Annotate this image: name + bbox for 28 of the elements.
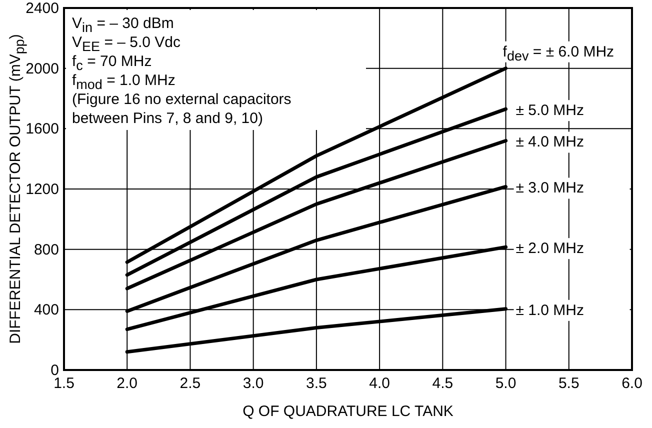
x-tick-label: 5.0 [495, 375, 516, 392]
y-tick-label: 400 [34, 302, 59, 319]
y-tick-label: 800 [34, 241, 59, 258]
annotation: V$_{in}$ = – 30 dBm [72, 15, 174, 34]
annotation: V$_{EE}$ = – 5.0 Vdc [72, 34, 181, 54]
x-tick-label: 3.0 [242, 375, 264, 392]
series-label: ± 3.0 MHz [516, 180, 584, 197]
series-label: ± 2.0 MHz [516, 240, 584, 258]
series-label: f$_{dev}$ = ± 6.0 MHz [502, 43, 614, 63]
y-tick-label: 1200 [26, 181, 59, 198]
x-tick-label: 4.5 [432, 375, 454, 392]
annotation: between Pins 7, 8 and 9, 10) [72, 110, 263, 127]
x-tick-label: 2.0 [116, 375, 138, 392]
x-tick-label: 5.5 [558, 375, 580, 392]
annotation: f$_{mod}$ = 1.0 MHz [72, 72, 176, 92]
y-tick-label: 1600 [26, 120, 59, 138]
x-tick-label: 6.0 [622, 375, 642, 392]
x-tick-label: 4.0 [369, 375, 390, 392]
series-label: ± 4.0 MHz [516, 134, 584, 151]
annotation: f$_{c}$ = 70 MHz [72, 53, 152, 72]
x-axis-title: Q OF QUADRATURE LC TANK [242, 403, 454, 420]
series-label: ± 5.0 MHz [516, 102, 584, 120]
x-tick-label: 3.5 [306, 375, 327, 392]
annotation: (Figure 16 no external capacitors [72, 91, 292, 108]
y-tick-label: 2400 [26, 0, 59, 17]
y-tick-label: 2000 [26, 60, 59, 78]
series-label: ± 1.0 MHz [516, 302, 584, 319]
x-tick-label: 2.5 [180, 375, 201, 392]
